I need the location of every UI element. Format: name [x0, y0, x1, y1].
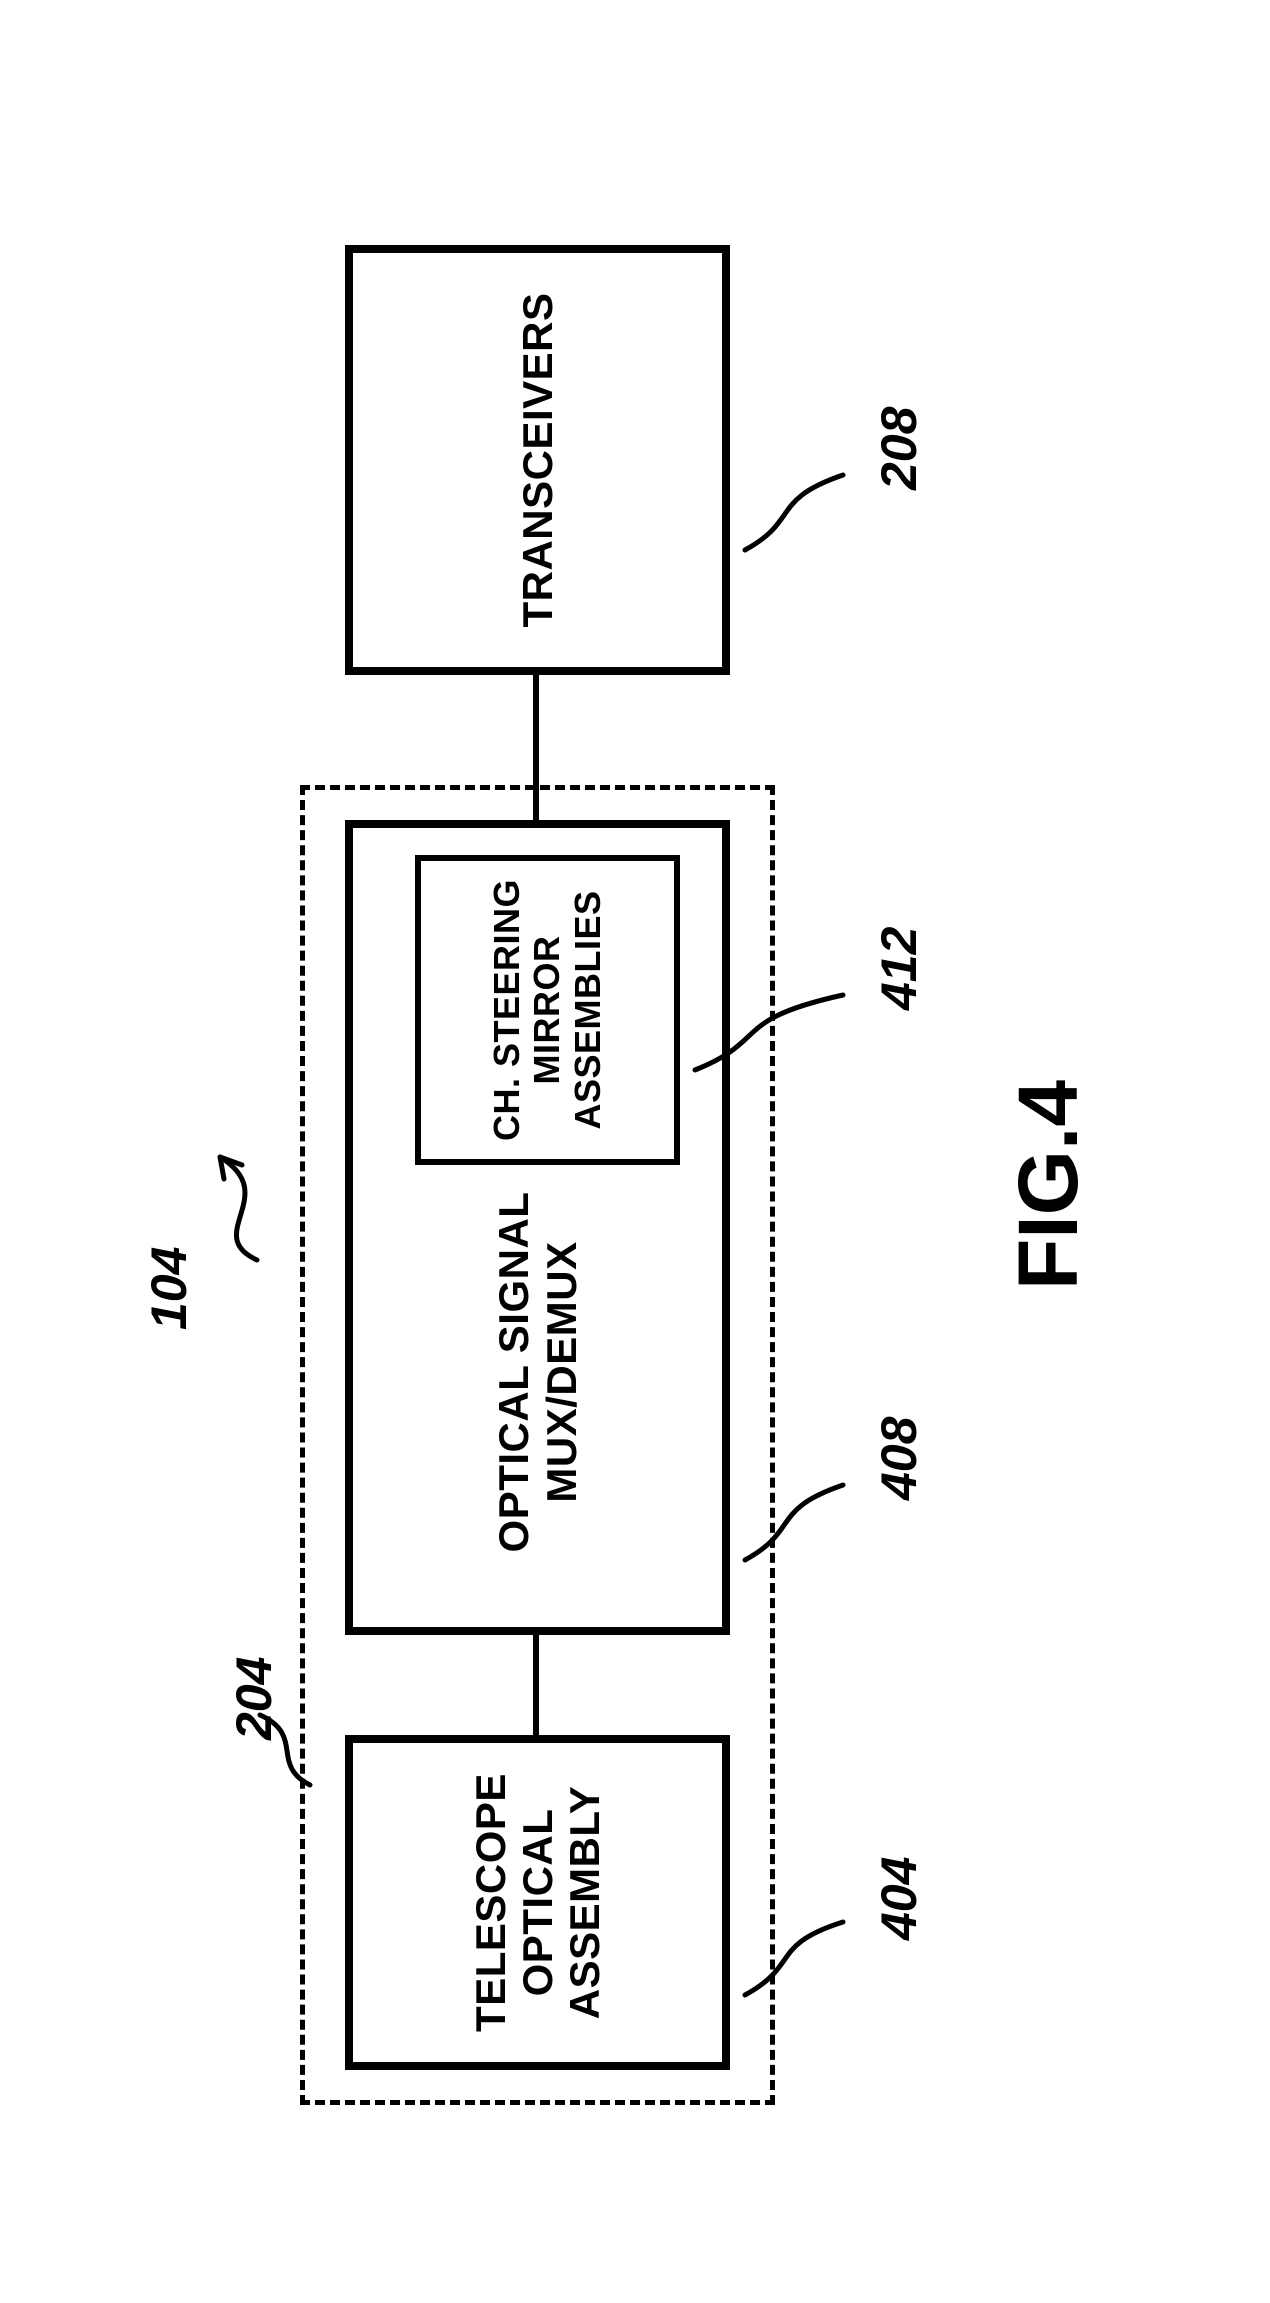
connector-telescope-to-mux — [533, 1635, 539, 1735]
ref-transceivers-208: 208 — [870, 407, 928, 490]
leader-overall-104 — [192, 1145, 282, 1265]
box-label: CH. STEERINGMIRRORASSEMBLIES — [487, 879, 608, 1141]
leader-path — [745, 1485, 843, 1560]
box-label: OPTICAL SIGNALMUX/DEMUX — [490, 1177, 584, 1567]
diagram-stage: 104 204 TELESCOPEOPTICALASSEMBLY 404 OPT… — [170, 230, 1170, 2110]
leader-telescope-404 — [745, 1910, 855, 2000]
leader-path — [745, 475, 843, 550]
leader-group-204 — [260, 1700, 320, 1790]
box-ch-steering-mirror-assemblies: CH. STEERINGMIRRORASSEMBLIES — [415, 855, 680, 1165]
ref-steering-412: 412 — [870, 927, 928, 1010]
ref-overall-104: 104 — [140, 1247, 198, 1330]
leader-path — [220, 1157, 257, 1260]
ref-telescope-404: 404 — [870, 1857, 928, 1940]
leader-transceivers-208 — [745, 460, 855, 555]
box-telescope-optical-assembly: TELESCOPEOPTICALASSEMBLY — [345, 1735, 730, 2070]
leader-steering-412 — [695, 980, 855, 1075]
leader-mux-408 — [745, 1470, 855, 1565]
box-transceivers: TRANSCEIVERS — [345, 245, 730, 675]
leader-path — [260, 1715, 310, 1785]
box-label: TELESCOPEOPTICALASSEMBLY — [467, 1773, 608, 2032]
box-label: TRANSCEIVERS — [514, 292, 561, 627]
connector-mux-to-transceivers — [533, 675, 539, 820]
leader-path — [745, 1922, 843, 1995]
figure-caption: FIG.4 — [1000, 1080, 1097, 1290]
ref-mux-408: 408 — [870, 1417, 928, 1500]
leader-path — [695, 995, 843, 1070]
